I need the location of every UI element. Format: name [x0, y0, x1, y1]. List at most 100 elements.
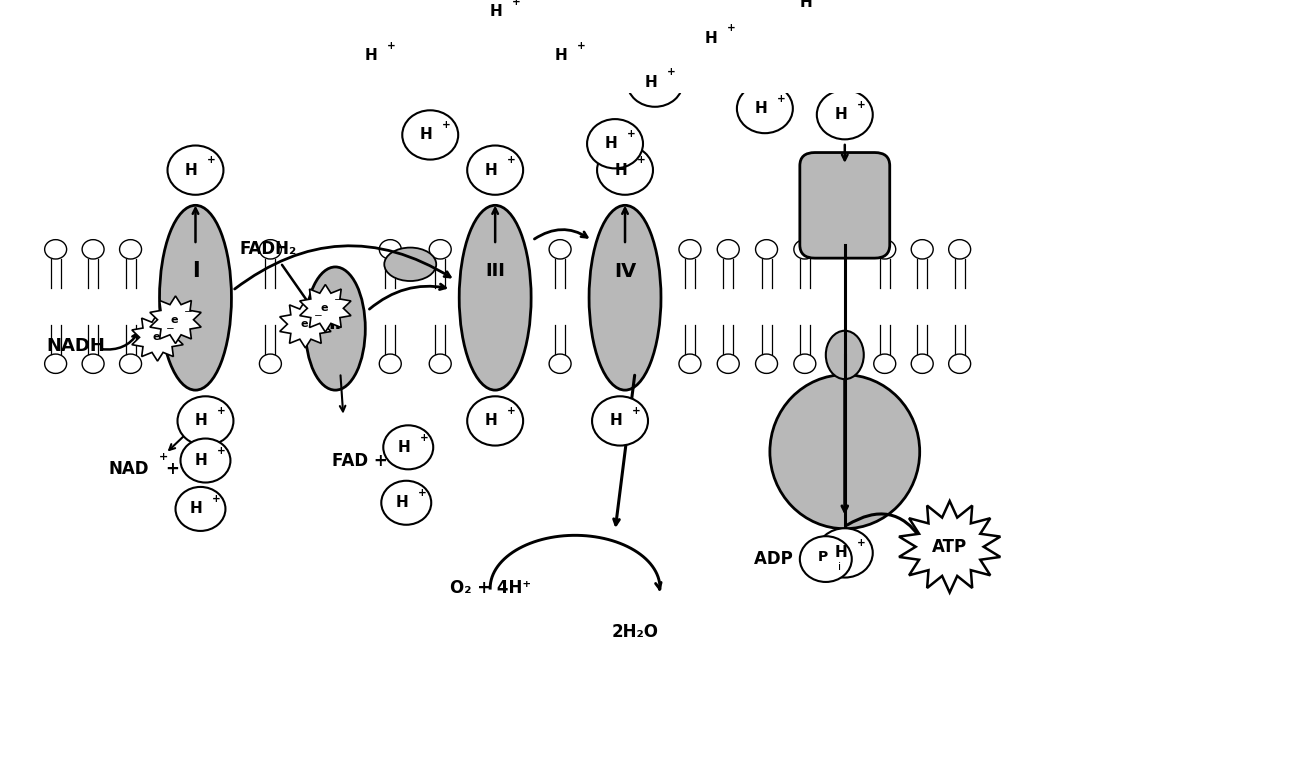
Text: +: + [166, 461, 180, 478]
Text: H: H [604, 136, 617, 151]
Text: H: H [704, 30, 717, 46]
Text: +: + [511, 0, 520, 7]
Text: FADH₂: FADH₂ [239, 240, 298, 258]
Circle shape [472, 0, 528, 37]
Text: H: H [185, 163, 198, 177]
Polygon shape [300, 285, 351, 332]
Text: NADH: NADH [47, 337, 105, 355]
Circle shape [782, 0, 837, 27]
Polygon shape [280, 300, 331, 348]
Text: +: + [726, 23, 735, 33]
Text: +: + [217, 446, 226, 456]
Ellipse shape [770, 375, 920, 529]
Text: −: − [314, 311, 322, 321]
Polygon shape [150, 296, 201, 344]
Text: H: H [835, 545, 848, 560]
Circle shape [911, 354, 933, 373]
Circle shape [382, 481, 431, 524]
Text: H: H [490, 4, 502, 19]
Text: II: II [329, 315, 342, 333]
Text: H: H [365, 48, 378, 63]
Ellipse shape [459, 205, 531, 390]
Circle shape [430, 240, 452, 259]
Circle shape [793, 354, 815, 373]
Text: H: H [195, 413, 208, 429]
Text: H: H [485, 413, 497, 429]
Circle shape [379, 354, 401, 373]
Text: H: H [419, 128, 432, 142]
Text: H: H [615, 163, 628, 177]
Text: H: H [800, 0, 813, 10]
Circle shape [873, 354, 895, 373]
Text: +: + [217, 406, 226, 416]
Text: −: − [334, 296, 343, 306]
Polygon shape [132, 314, 184, 361]
Circle shape [45, 354, 66, 373]
Ellipse shape [384, 247, 436, 281]
Text: e: e [171, 315, 179, 324]
Circle shape [430, 354, 452, 373]
Circle shape [736, 84, 793, 133]
Ellipse shape [826, 331, 864, 379]
Text: +: + [666, 68, 675, 78]
Text: O₂ + 4H⁺: O₂ + 4H⁺ [449, 579, 531, 598]
Circle shape [347, 31, 404, 80]
Text: H: H [609, 413, 622, 429]
Circle shape [82, 240, 104, 259]
FancyBboxPatch shape [800, 152, 890, 258]
Ellipse shape [589, 205, 661, 390]
Text: +: + [631, 406, 641, 416]
Circle shape [679, 354, 701, 373]
Text: P: P [818, 550, 828, 564]
Circle shape [593, 396, 648, 446]
Circle shape [379, 240, 401, 259]
Circle shape [597, 145, 653, 194]
Text: +: + [207, 156, 216, 166]
Text: +: + [419, 433, 428, 443]
Circle shape [177, 396, 233, 446]
Circle shape [873, 240, 895, 259]
Circle shape [176, 487, 225, 531]
Circle shape [259, 354, 281, 373]
Circle shape [467, 145, 523, 194]
Text: i: i [839, 562, 841, 572]
Text: −: − [184, 307, 193, 317]
Text: +: + [507, 406, 515, 416]
Text: NAD: NAD [107, 461, 149, 478]
Circle shape [549, 240, 571, 259]
Text: +: + [212, 494, 221, 504]
Text: H: H [754, 101, 767, 116]
Ellipse shape [305, 267, 365, 390]
Text: +: + [857, 538, 866, 548]
Circle shape [687, 13, 743, 63]
Text: H: H [644, 75, 657, 89]
Text: IV: IV [613, 262, 637, 281]
Circle shape [82, 354, 104, 373]
Circle shape [793, 240, 815, 259]
Circle shape [717, 240, 739, 259]
Circle shape [167, 145, 224, 194]
Polygon shape [899, 501, 1000, 593]
Text: +: + [577, 41, 585, 51]
Circle shape [537, 31, 593, 80]
Text: ADP +: ADP + [753, 550, 813, 568]
Ellipse shape [159, 205, 232, 390]
Text: ATP: ATP [932, 538, 967, 555]
Text: e: e [300, 319, 308, 329]
Circle shape [467, 396, 523, 446]
Text: +: + [857, 100, 866, 110]
Circle shape [45, 240, 66, 259]
Text: 2H₂O: 2H₂O [612, 623, 659, 641]
Circle shape [800, 536, 851, 582]
Circle shape [817, 528, 872, 577]
Circle shape [119, 354, 141, 373]
Text: +: + [159, 452, 168, 462]
Text: H: H [195, 453, 208, 468]
Circle shape [717, 354, 739, 373]
Text: H: H [485, 163, 497, 177]
Text: +: + [637, 156, 646, 166]
Circle shape [587, 119, 643, 168]
Text: FAD +: FAD + [333, 451, 388, 470]
Text: H: H [397, 440, 410, 455]
Text: +: + [626, 129, 635, 139]
